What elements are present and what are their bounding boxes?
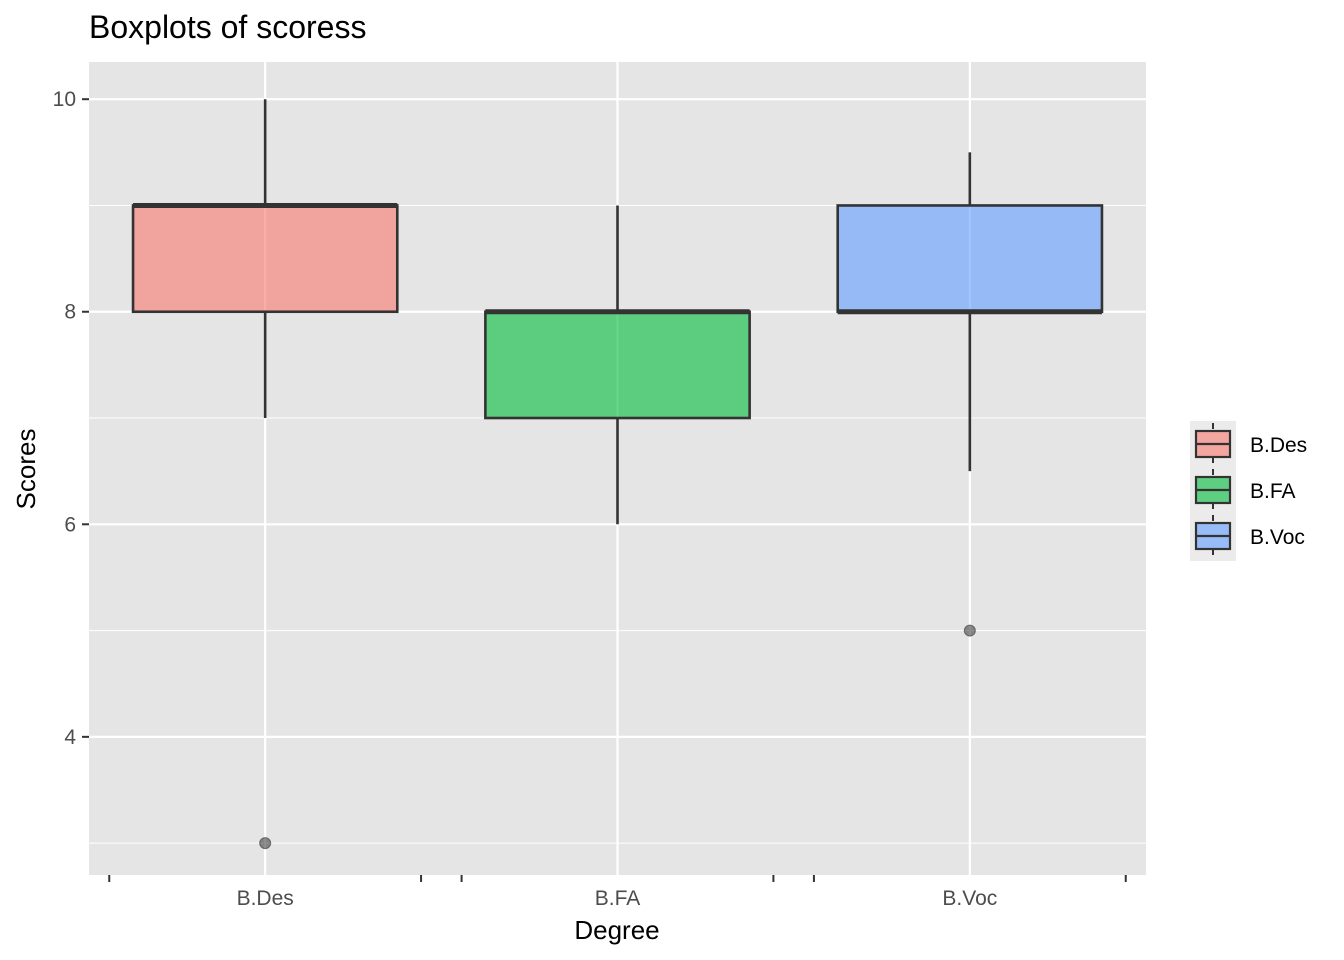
y-tick-label: 4 xyxy=(64,726,76,749)
legend-entry-B.Des: B.Des xyxy=(1194,423,1307,463)
legend-label: B.Voc xyxy=(1250,526,1305,549)
outlier-point xyxy=(259,837,272,850)
box xyxy=(131,204,399,314)
box-group-B.Des xyxy=(131,99,399,850)
outlier-point xyxy=(963,624,976,637)
legend-label: B.FA xyxy=(1250,480,1296,503)
box xyxy=(836,204,1104,314)
y-tick-label: 10 xyxy=(53,88,76,111)
y-tick-label: 8 xyxy=(64,301,76,324)
x-axis-title: Degree xyxy=(574,915,659,945)
legend-entry-B.FA: B.FA xyxy=(1194,469,1296,509)
x-tick-label: B.Des xyxy=(237,887,294,910)
x-tick-label: B.Voc xyxy=(942,887,997,910)
box xyxy=(484,310,751,420)
y-axis-title: Scores xyxy=(11,429,41,510)
legend: B.Des B.FA B.Voc xyxy=(1190,421,1307,561)
chart-title: Boxplots of scoress xyxy=(89,9,366,45)
x-tick-label: B.FA xyxy=(595,887,641,910)
legend-entry-B.Voc: B.Voc xyxy=(1194,515,1305,555)
y-axis: 4 6 8 10 xyxy=(53,88,89,749)
box-group-B.FA xyxy=(484,205,751,525)
legend-label: B.Des xyxy=(1250,434,1307,457)
y-tick-label: 6 xyxy=(64,513,76,536)
box-group-B.Voc xyxy=(836,152,1104,637)
x-axis: B.Des B.FA B.Voc xyxy=(108,875,1127,910)
boxes xyxy=(131,99,1104,850)
